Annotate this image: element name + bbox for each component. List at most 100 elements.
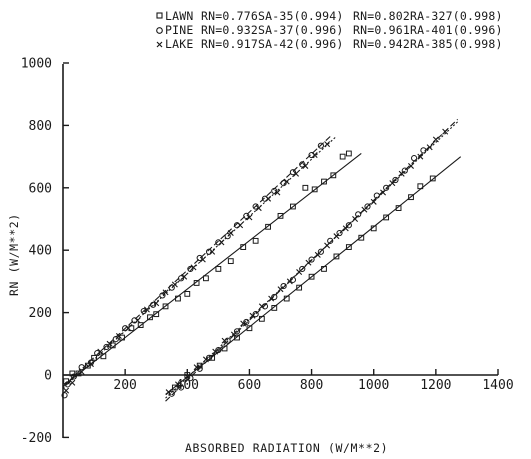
data-point-x [333, 233, 340, 240]
data-point-square [265, 223, 271, 230]
data-point-circle [420, 147, 427, 154]
data-point-x [165, 389, 172, 396]
data-point-x [274, 189, 281, 196]
data-point-circle [103, 343, 110, 351]
data-point-x [442, 128, 449, 135]
data-point-square [252, 237, 259, 244]
data-point-circle [112, 336, 119, 343]
regression-line [62, 153, 362, 387]
data-point-square [345, 244, 352, 250]
data-point-circle [271, 187, 278, 195]
data-point-x [63, 387, 70, 394]
data-point-circle [168, 284, 175, 291]
data-point-square [215, 266, 222, 272]
data-point-circle [373, 192, 380, 199]
data-point-circle [87, 359, 95, 366]
data-point-circle [299, 161, 306, 168]
data-point-square [258, 315, 265, 322]
data-point-circle [224, 233, 231, 240]
data-point-square [109, 342, 116, 349]
data-point-square [408, 194, 414, 201]
data-point-circle [345, 222, 352, 229]
data-point-x [134, 317, 141, 324]
x-tick-label: 1000 [358, 378, 389, 393]
legend-eq1-pine: RN=0.932SA-37(0.996) [201, 23, 343, 37]
data-point-square [395, 205, 402, 211]
regression-lines [62, 118, 462, 402]
y-tick-label: 400 [29, 244, 52, 259]
legend: LAWN RN=0.776SA-35(0.994) RN=0.802RA-327… [156, 9, 502, 51]
data-point-x [265, 195, 272, 202]
data-point-x [212, 348, 219, 355]
data-point-x [218, 239, 225, 246]
data-point-square [203, 275, 209, 282]
legend-label-pine: PINE [165, 23, 194, 37]
data-point-x [417, 153, 424, 160]
data-point-circle [401, 167, 408, 174]
data-point-x [268, 295, 275, 302]
data-point-x [174, 381, 181, 388]
data-point-circle [252, 311, 259, 318]
data-point-x [193, 364, 200, 371]
x-tick-label: 200 [113, 378, 136, 393]
x-tick-label: 600 [238, 378, 261, 393]
x-tick-label: 1200 [420, 378, 451, 393]
data-point-x [125, 325, 132, 332]
y-axis-title: RN (W/M**2) [7, 213, 21, 296]
data-point-x [202, 356, 209, 363]
y-tick-label: 0 [44, 369, 52, 384]
data-point-circle [159, 292, 166, 299]
data-point-square [137, 322, 144, 328]
data-point-x [143, 306, 150, 313]
data-point-square [193, 280, 200, 286]
data-point-x [408, 162, 414, 169]
data-point-square [358, 234, 365, 241]
data-point-square [290, 203, 296, 210]
legend-row-lawn: LAWN RN=0.776SA-35(0.994) RN=0.802RA-327… [156, 9, 502, 23]
data-point-circle [187, 375, 194, 382]
legend-row-lake: LAKE RN=0.917SA-42(0.996) RN=0.942RA-385… [156, 37, 502, 51]
data-point-square [175, 295, 181, 302]
data-point-x [352, 216, 359, 222]
data-point-square [339, 153, 346, 160]
data-point-square [308, 273, 315, 280]
data-point-x [286, 278, 293, 285]
data-point-square [100, 353, 107, 360]
data-point-circle [243, 318, 250, 326]
data-point-square [246, 325, 253, 332]
data-point-circle [317, 142, 324, 149]
data-point-square [429, 175, 436, 182]
legend-square-marker [156, 12, 163, 19]
data-point-square [417, 183, 424, 190]
legend-circle-marker [156, 27, 163, 34]
data-point-square [277, 212, 284, 219]
data-point-circle [196, 365, 203, 372]
legend-eq1-lawn: RN=0.776SA-35(0.994) [201, 9, 343, 23]
regression-line [165, 121, 458, 399]
data-point-x [342, 225, 349, 232]
data-point-square [296, 284, 303, 291]
legend-x-marker [156, 41, 163, 48]
data-point-circle [411, 155, 418, 162]
data-point-circle [336, 229, 343, 237]
data-point-x [184, 373, 191, 380]
data-point-circle [252, 203, 259, 210]
legend-eq1-lake: RN=0.917SA-42(0.996) [201, 37, 343, 51]
data-point-circle [392, 176, 399, 184]
data-point-circle [78, 364, 85, 371]
data-point-circle [289, 276, 297, 283]
data-point-x [398, 170, 405, 177]
legend-label-lake: LAKE [165, 37, 194, 51]
data-point-x [78, 368, 85, 375]
data-point-square [63, 378, 70, 385]
data-point-x [389, 180, 396, 187]
data-point-circle [280, 180, 287, 187]
data-point-square [147, 314, 153, 321]
data-point-x [181, 273, 188, 280]
data-point-square [184, 290, 191, 297]
data-point-circle [187, 265, 194, 273]
data-point-square [234, 334, 240, 341]
data-point-square [209, 354, 216, 361]
